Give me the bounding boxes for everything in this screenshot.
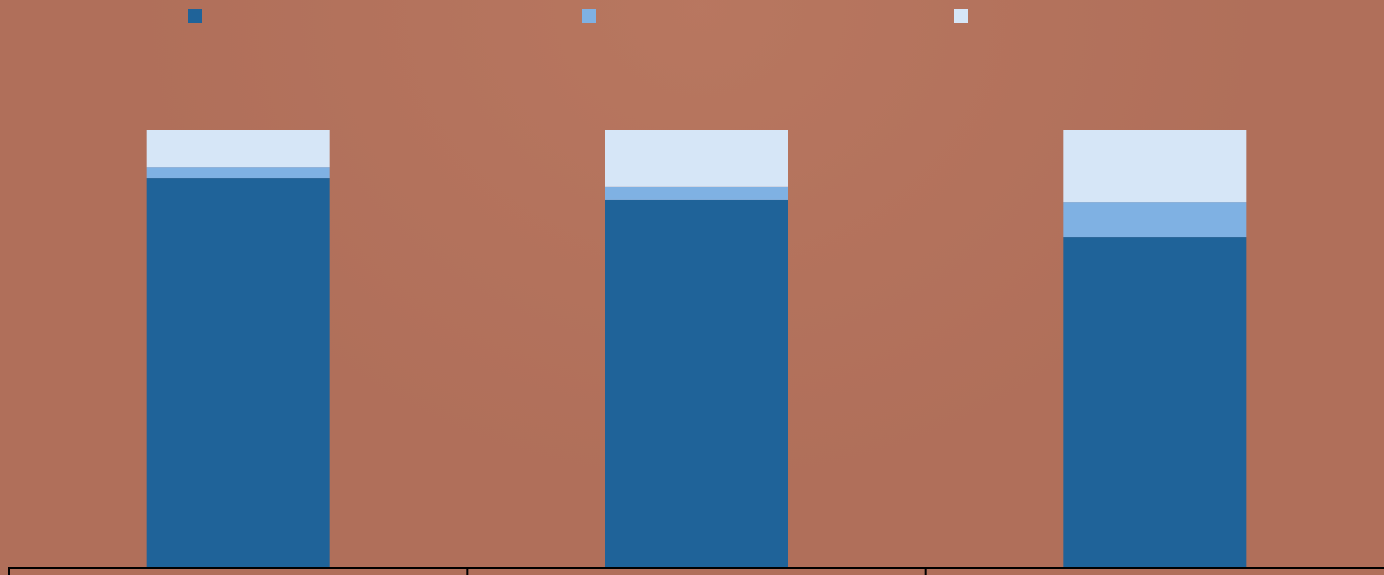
bars-group bbox=[146, 130, 1247, 568]
bar-segment-cat2-series1 bbox=[605, 199, 788, 568]
bar-segment-cat1-series3 bbox=[146, 130, 330, 168]
bar-segment-cat3-series3 bbox=[1063, 130, 1247, 203]
bar-segment-cat3-series2 bbox=[1063, 202, 1247, 238]
legend bbox=[188, 9, 968, 23]
bar-segment-cat1-series2 bbox=[146, 167, 330, 179]
x-axis bbox=[8, 567, 1384, 575]
bar-segment-cat2-series2 bbox=[605, 186, 788, 200]
legend-swatch-3 bbox=[954, 9, 968, 23]
bar-segment-cat2-series3 bbox=[605, 130, 788, 187]
legend-swatch-1 bbox=[188, 9, 202, 23]
legend-swatch-2 bbox=[582, 9, 596, 23]
bar-segment-cat3-series1 bbox=[1063, 237, 1247, 567]
bar-segment-cat1-series1 bbox=[146, 178, 330, 567]
